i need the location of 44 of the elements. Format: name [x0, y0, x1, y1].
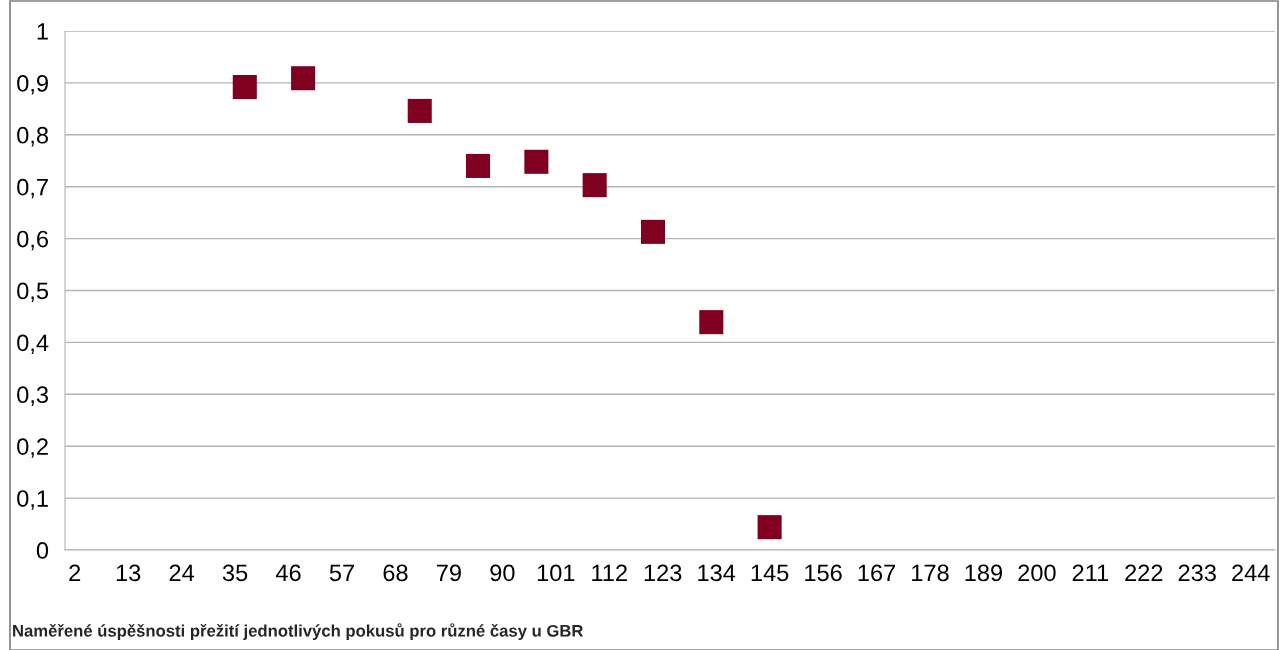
- point: [699, 310, 724, 335]
- x-tick-label: 167: [858, 564, 896, 582]
- point: [232, 75, 257, 100]
- point: [524, 149, 549, 174]
- x-tick-label: 222: [1125, 564, 1163, 581]
- point: [291, 66, 316, 91]
- x-tick-label: 2: [69, 564, 81, 581]
- x-tick-label: 200: [1018, 564, 1056, 582]
- y-tick-label: 1: [37, 23, 48, 40]
- y-tick-label: 0,9: [17, 74, 48, 95]
- y-tick-label: 0,3: [17, 386, 48, 406]
- y-tick-label: 0,6: [17, 230, 48, 251]
- x-tick-label: 112: [592, 564, 627, 581]
- x-tick-label: 178: [912, 564, 949, 582]
- x-tick-label: 35: [222, 564, 248, 582]
- x-tick-label: 13: [116, 564, 141, 582]
- x-tick-label: 156: [805, 564, 842, 582]
- x-tick-label: 134: [698, 564, 736, 582]
- x-tick-label: 101: [537, 564, 575, 582]
- point: [640, 219, 666, 244]
- point: [582, 173, 607, 198]
- y-tick-label: 0: [36, 542, 49, 559]
- x-tick-label: 46: [275, 564, 301, 582]
- y-tick-label: 0,5: [17, 282, 49, 303]
- x-tick-label: 189: [965, 564, 1003, 582]
- x-tick-label: 244: [1232, 564, 1270, 581]
- x-tick-label: 68: [383, 564, 408, 582]
- x-tick-label: 145: [751, 564, 789, 582]
- x-tick-label: 211: [1072, 564, 1109, 581]
- y-tick-label: 0,2: [17, 438, 48, 458]
- y-tick-label: 0,8: [17, 126, 48, 147]
- point: [757, 515, 782, 540]
- x-tick-label: 90: [490, 564, 515, 582]
- x-tick-label: 123: [644, 564, 682, 582]
- y-tick-label: 0,7: [17, 178, 48, 199]
- x-tick-label: 57: [329, 564, 354, 582]
- x-tick-label: 233: [1178, 564, 1216, 582]
- y-tick-label: 0,1: [17, 490, 48, 510]
- point: [466, 153, 491, 178]
- point: [407, 98, 432, 123]
- text: Naměřené úspěšnosti přežití jednotlivých pokusů pro různé časy u GBR: [13, 623, 584, 640]
- y-tick-label: 0,4: [17, 334, 49, 354]
- x-tick-label: 24: [169, 564, 195, 581]
- x-tick-label: 79: [436, 564, 461, 582]
